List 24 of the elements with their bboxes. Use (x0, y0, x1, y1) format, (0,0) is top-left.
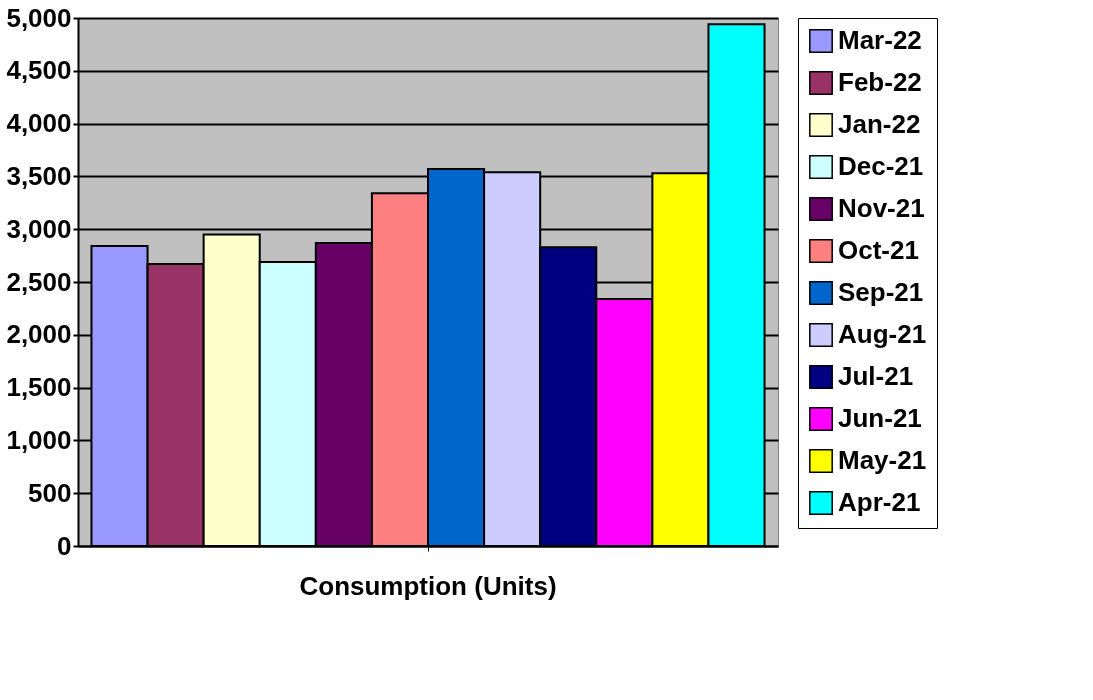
y-tick-label: 2,500 (6, 266, 72, 297)
y-tick-label: 4,000 (6, 108, 72, 139)
legend-label: Oct-21 (838, 235, 919, 265)
legend-label: Nov-21 (838, 193, 925, 223)
legend-label: May-21 (838, 445, 927, 475)
y-tick-label: 4,500 (6, 55, 72, 86)
legend-label: Jan-22 (838, 109, 921, 139)
y-tick-label: 3,000 (6, 213, 72, 244)
y-tick-label: 0 (57, 530, 72, 561)
legend-label: Jul-21 (838, 361, 914, 391)
legend-label: Apr-21 (838, 487, 921, 517)
legend-label: Sep-21 (838, 277, 924, 307)
legend-label: Mar-22 (838, 25, 922, 55)
y-tick-label: 5,000 (6, 2, 72, 33)
legend-label: Dec-21 (838, 151, 924, 181)
legend-label: Jun-21 (838, 403, 922, 433)
y-tick-label: 500 (28, 477, 72, 508)
y-tick-label: 1,500 (6, 372, 72, 403)
y-tick-label: 3,500 (6, 160, 72, 191)
legend-label: Feb-22 (838, 67, 922, 97)
legend-label: Aug-21 (838, 319, 927, 349)
y-tick-label: 1,000 (6, 424, 72, 455)
x-tick-label: Consumption (Units) (299, 570, 557, 601)
y-tick-label: 2,000 (6, 319, 72, 350)
